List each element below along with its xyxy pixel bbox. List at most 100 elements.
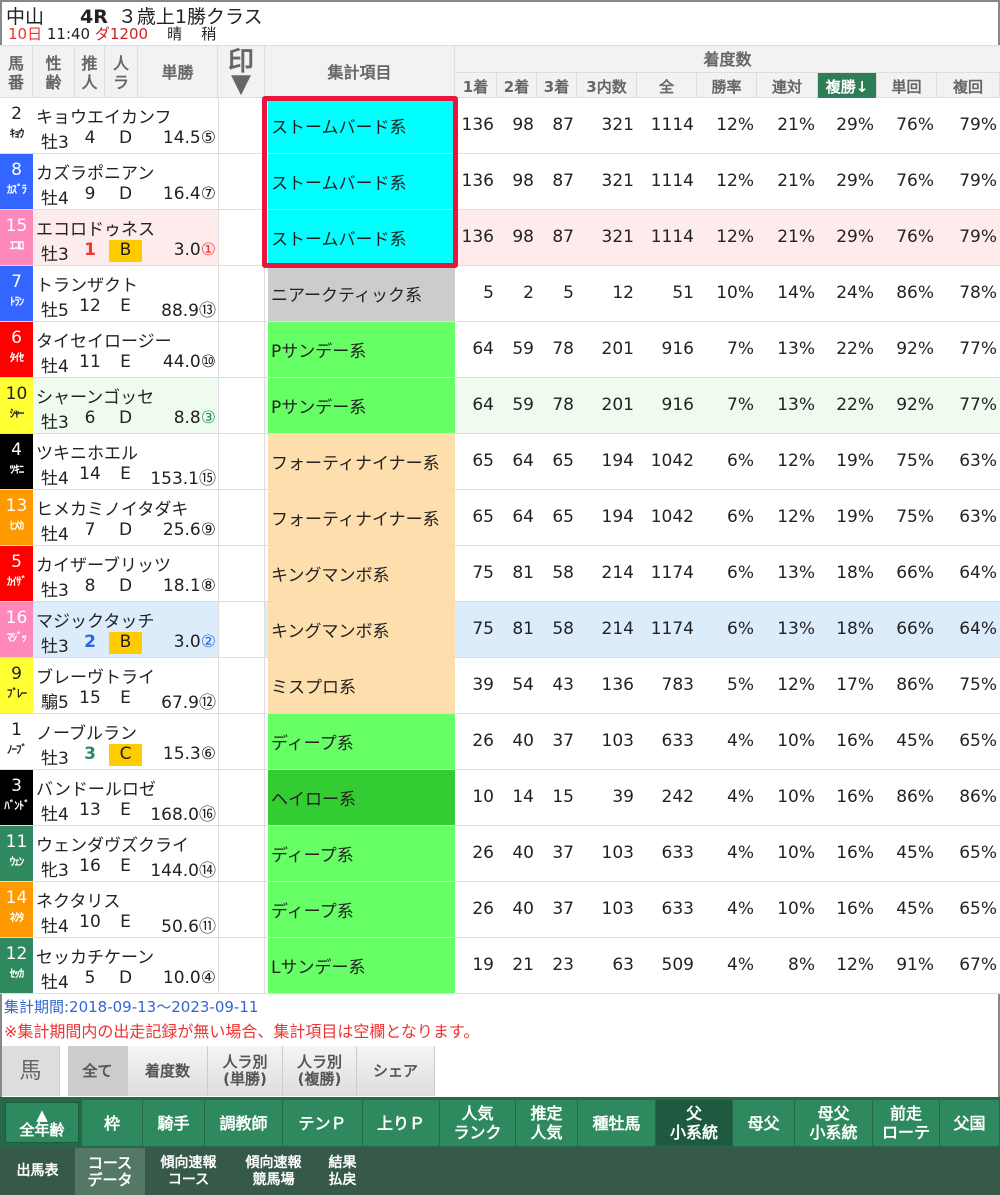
table-row[interactable]: 6 ﾀｲｾ タイセイロージー 牡4 11 E 44.0⑩ Pサンデー系 64 59 78 201 916…	[0, 322, 1000, 378]
nav-8[interactable]: 父小系統	[656, 1100, 733, 1146]
nav-1[interactable]: 騎手	[143, 1100, 205, 1146]
mark-cell[interactable]	[218, 770, 265, 825]
stat-単回: 76%	[896, 115, 934, 135]
mark-cell[interactable]	[218, 658, 265, 713]
mark-cell[interactable]	[218, 154, 265, 209]
mark-cell[interactable]	[218, 714, 265, 769]
horse-name[interactable]: キョウエイカンフ	[36, 108, 172, 128]
horse-name[interactable]: ツキニホエル	[36, 444, 138, 464]
tab-1[interactable]: 着度数	[128, 1046, 208, 1096]
mark-cell[interactable]	[218, 490, 265, 545]
header-mark-sort[interactable]: 印 ▼	[218, 46, 265, 99]
header-col-8[interactable]: 単回	[877, 72, 937, 99]
horse-name[interactable]: ノーブルラン	[36, 724, 137, 744]
page-nav-0[interactable]: 出馬表	[16, 1163, 59, 1179]
nav-11[interactable]: 前走 ローテ	[873, 1100, 940, 1146]
table-row[interactable]: 15 ｴｺﾛ エコロドゥネス 牡3 1 B 3.0① ストームバード系 136 98 87 321 11…	[0, 210, 1000, 266]
mark-cell[interactable]	[218, 322, 265, 377]
nav-6[interactable]: 推定 人気	[516, 1100, 578, 1146]
mark-cell[interactable]	[218, 210, 265, 265]
horse-name[interactable]: カズラポニアン	[36, 164, 155, 184]
table-row[interactable]: 2 ｷｮｳ キョウエイカンフ 牡3 4 D 14.5⑤ ストームバード系 136 98 87 321 1…	[0, 98, 1000, 154]
table-row[interactable]: 7 ﾄﾗﾝ トランザクト 牡5 12 E 88.9⑬ ニアークティック系 5 2 5 12 51 10% 1…	[0, 266, 1000, 322]
nav-7[interactable]: 種牡馬	[578, 1100, 656, 1146]
horse-name[interactable]: タイセイロージー	[36, 332, 172, 352]
header-col-1[interactable]: 2着	[497, 72, 537, 99]
horse-name[interactable]: マジックタッチ	[36, 612, 155, 632]
header-col-9[interactable]: 複回	[937, 72, 1000, 99]
header-col-6[interactable]: 連対	[757, 72, 818, 99]
stat-2着: 64	[512, 507, 534, 527]
tab-0[interactable]: 全て	[68, 1046, 128, 1096]
tab-3[interactable]: 人ラ別 (複勝)	[283, 1046, 357, 1096]
umaban: 16	[5, 608, 28, 628]
view-tabs: 馬全て 着度数 人ラ別 (単勝) 人ラ別 (複勝) シェア	[0, 1046, 1000, 1096]
stat-複勝↓: 22%	[836, 395, 874, 415]
age-filter-button[interactable]: ▲ 全年齢	[5, 1102, 79, 1143]
table-row[interactable]: 13 ﾋﾒｶ ヒメカミノイタダキ 牡4 7 D 25.6⑨ フォーティナイナー系 65 64 65 1…	[0, 490, 1000, 546]
header-col-2[interactable]: 3着	[537, 72, 577, 99]
horse-name[interactable]: ネクタリス	[36, 892, 121, 912]
horse-name[interactable]: ブレーヴトライ	[36, 668, 155, 688]
mark-cell[interactable]	[218, 266, 265, 321]
table-row[interactable]: 16 ﾏｼﾞｯ マジックタッチ 牡3 2 B 3.0② キングマンボ系 75 81 58 214 117…	[0, 602, 1000, 658]
header-col-5[interactable]: 勝率	[697, 72, 757, 99]
stat-1着: 5	[483, 283, 494, 303]
header-col-7[interactable]: 複勝↓	[818, 72, 877, 99]
header-suijin: 推人	[75, 46, 105, 99]
header-col-3[interactable]: 3内数	[577, 72, 637, 99]
horse-number: 14 ﾈｸﾀ	[0, 882, 33, 937]
nav-9[interactable]: 母父	[733, 1100, 795, 1146]
horse-name[interactable]: カイザーブリッツ	[36, 556, 171, 576]
nav-5[interactable]: 人気 ランク	[440, 1100, 516, 1146]
sex-age: 牡4	[41, 469, 69, 489]
horse-name[interactable]: ウェンダヴズクライ	[36, 836, 189, 856]
horse-name[interactable]: ヒメカミノイタダキ	[36, 500, 189, 520]
horse-abbr: ｼｬｰ	[9, 407, 25, 420]
mark-cell[interactable]	[218, 98, 265, 153]
nav-12[interactable]: 父国	[940, 1100, 1000, 1146]
stat-2着: 98	[512, 171, 534, 191]
table-row[interactable]: 8 ｶｽﾞﾗ カズラポニアン 牡4 9 D 16.4⑦ ストームバード系 136 98 87 321 1…	[0, 154, 1000, 210]
horse-name[interactable]: セッカチケーン	[36, 948, 155, 968]
nav-0[interactable]: 枠	[82, 1100, 143, 1146]
table-row[interactable]: 3 ﾊﾞﾝﾄﾞ バンドールロゼ 牡4 13 E 168.0⑯ ヘイロー系 10 14 15 39 242…	[0, 770, 1000, 826]
mark-cell[interactable]	[218, 378, 265, 433]
table-row[interactable]: 9 ﾌﾞﾚｰ ブレーヴトライ 騸5 15 E 67.9⑫ ミスプロ系 39 54 43 136 783 5…	[0, 658, 1000, 714]
nav-4[interactable]: 上りＰ	[363, 1100, 440, 1146]
horse-name[interactable]: トランザクト	[36, 276, 138, 296]
nav-2[interactable]: 調教師	[205, 1100, 283, 1146]
mark-cell[interactable]	[218, 546, 265, 601]
tab-2[interactable]: 人ラ別 (単勝)	[208, 1046, 283, 1096]
mark-cell[interactable]	[218, 938, 265, 993]
table-row[interactable]: 11 ｳｪﾝ ウェンダヴズクライ 牝3 16 E 144.0⑭ ディープ系 26 40 37 103 6…	[0, 826, 1000, 882]
mark-cell[interactable]	[218, 602, 265, 657]
table-row[interactable]: 5 ｶｲｻﾞ カイザーブリッツ 牡3 8 D 18.1⑧ キングマンボ系 75 81 58 214 11…	[0, 546, 1000, 602]
stat-複回: 65%	[959, 843, 997, 863]
page-nav-1[interactable]: コース データ	[75, 1148, 145, 1195]
stat-3内数: 103	[601, 899, 634, 919]
mark-cell[interactable]	[218, 882, 265, 937]
page-nav-2[interactable]: 傾向速報 コース	[160, 1154, 217, 1188]
mark-cell[interactable]	[218, 434, 265, 489]
header-col-0[interactable]: 1着	[455, 72, 497, 99]
table-row[interactable]: 1 ﾉｰﾌﾞ ノーブルラン 牡3 3 C 15.3⑥ ディープ系 26 40 37 103 633 4% 1…	[0, 714, 1000, 770]
suijin: 7	[84, 520, 96, 540]
page-nav-3[interactable]: 傾向速報 競馬場	[245, 1154, 302, 1188]
horse-name[interactable]: シャーンゴッセ	[36, 388, 155, 408]
horse-name[interactable]: エコロドゥネス	[36, 220, 155, 240]
page-nav-4[interactable]: 結果 払戻	[328, 1154, 357, 1188]
horse-name[interactable]: バンドールロゼ	[36, 780, 156, 800]
sex-age: 牡3	[41, 413, 69, 433]
table-row[interactable]: 12 ｾｯｶ セッカチケーン 牡4 5 D 10.0④ Lサンデー系 19 21 23 63 509 4%…	[0, 938, 1000, 994]
table-row[interactable]: 4 ﾂｷﾆ ツキニホエル 牡4 14 E 153.1⑮ フォーティナイナー系 65 64 65 194…	[0, 434, 1000, 490]
stat-3内数: 194	[601, 451, 634, 471]
nav-3[interactable]: テンＰ	[283, 1100, 363, 1146]
header-col-4[interactable]: 全	[637, 72, 697, 99]
nav-10[interactable]: 母父 小系統	[795, 1100, 873, 1146]
table-row[interactable]: 10 ｼｬｰ シャーンゴッセ 牡3 6 D 8.8③ Pサンデー系 64 59 78 201 916 7%…	[0, 378, 1000, 434]
tab-4[interactable]: シェア	[357, 1046, 435, 1096]
table-row[interactable]: 14 ﾈｸﾀ ネクタリス 牡4 10 E 50.6⑪ ディープ系 26 40 37 103 633 4% 1…	[0, 882, 1000, 938]
odds: 14.5⑤	[162, 128, 216, 148]
mark-cell[interactable]	[218, 826, 265, 881]
